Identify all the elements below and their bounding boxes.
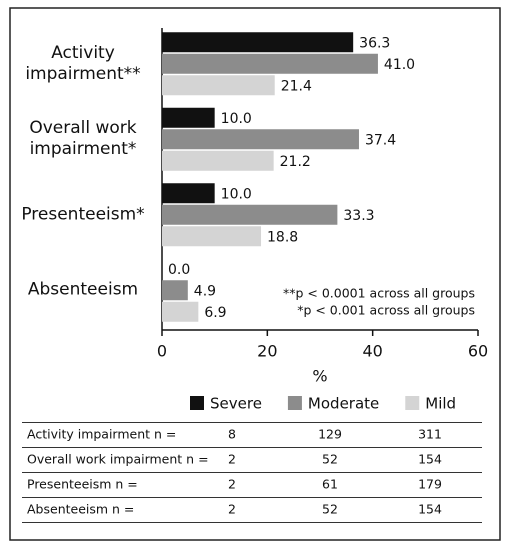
table-row-label: Presenteeism n = <box>27 477 138 492</box>
bar <box>162 107 215 128</box>
table-cell: 154 <box>418 502 442 517</box>
table-row-label: Overall work impairment n = <box>27 452 209 467</box>
table-row-label: Absenteeism n = <box>27 502 134 517</box>
value-label: 41.0 <box>384 57 415 73</box>
x-tick-label: 20 <box>257 342 277 361</box>
bar <box>162 150 274 171</box>
table-cell: 2 <box>228 452 236 467</box>
category-label: Activity impairment** <box>25 42 141 84</box>
bar <box>162 129 359 150</box>
table-cell: 2 <box>228 477 236 492</box>
table-row-label: Activity impairment n = <box>27 427 176 442</box>
value-label: 10.0 <box>221 186 252 202</box>
legend-swatch <box>405 396 420 410</box>
value-label: 21.2 <box>280 154 311 170</box>
bar <box>162 280 188 301</box>
table-cell: 129 <box>318 427 342 442</box>
category-label: Absenteeism <box>27 279 139 300</box>
bar <box>162 53 378 74</box>
x-axis-label: % <box>312 367 327 386</box>
bar <box>162 301 199 322</box>
category-label: Presenteeism* <box>21 204 145 225</box>
table-cell: 2 <box>228 502 236 517</box>
legend-swatch <box>287 396 302 410</box>
table-cell: 311 <box>418 427 442 442</box>
value-label: 18.8 <box>267 229 298 245</box>
x-tick-label: 40 <box>362 342 382 361</box>
legend-label: Moderate <box>308 395 379 413</box>
value-label: 21.4 <box>281 78 312 94</box>
value-label: 36.3 <box>359 35 390 51</box>
annotation: **p < 0.0001 across all groups <box>283 286 475 301</box>
legend-label: Severe <box>210 395 262 413</box>
table-cell: 61 <box>322 477 338 492</box>
value-label: 37.4 <box>365 132 396 148</box>
bar <box>162 204 338 225</box>
category-label: Overall work impairment* <box>29 118 137 160</box>
legend-label: Mild <box>425 395 456 413</box>
frame <box>9 7 501 541</box>
legend-swatch <box>190 396 204 410</box>
value-label: 4.9 <box>194 283 216 299</box>
bar <box>162 32 354 53</box>
value-label: 0.0 <box>168 262 190 278</box>
x-tick-label: 60 <box>468 342 488 361</box>
annotation: *p < 0.001 across all groups <box>297 303 475 318</box>
bar <box>162 75 275 96</box>
table-cell: 52 <box>322 452 338 467</box>
table-cell: 154 <box>418 452 442 467</box>
bar <box>162 226 262 247</box>
table-cell: 52 <box>322 502 338 517</box>
table-cell: 179 <box>418 477 442 492</box>
value-label: 6.9 <box>204 305 226 321</box>
bar <box>162 183 215 204</box>
x-tick-label: 0 <box>157 342 167 361</box>
table-cell: 8 <box>228 427 236 442</box>
value-label: 33.3 <box>343 208 374 224</box>
value-label: 10.0 <box>221 111 252 127</box>
